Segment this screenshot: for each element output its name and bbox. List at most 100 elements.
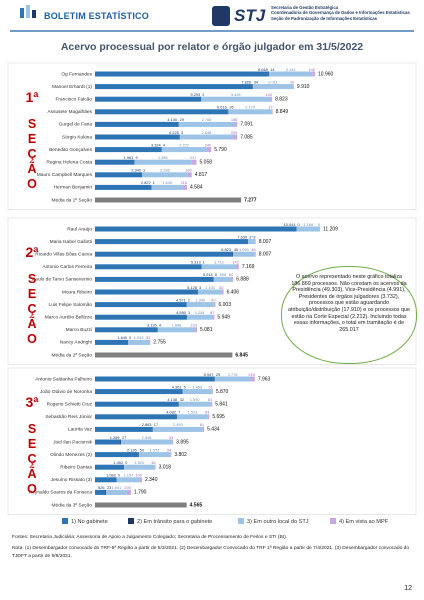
bar-segment — [207, 414, 210, 420]
value-label: 237 — [190, 155, 197, 160]
total-label: 5.434 — [207, 427, 220, 433]
value-label: 526 — [98, 485, 105, 490]
total-label: 9.910 — [297, 84, 310, 90]
total-label: 5.790 — [214, 147, 227, 153]
value-label: 209 — [231, 130, 238, 135]
bar-segment — [95, 84, 253, 90]
value-label: 4 — [163, 142, 166, 147]
category-label: Rogerio Schietti Cruz — [47, 401, 93, 407]
total-label: 3.802 — [174, 452, 187, 458]
value-label: 7.630 — [237, 234, 248, 239]
chart-title: Acervo processual por relator e órgão ju… — [60, 41, 364, 53]
bar-segment — [211, 389, 213, 395]
value-label: 1.590 — [190, 397, 201, 402]
value-label: 2.766 — [202, 117, 212, 122]
value-label: 2.141 — [286, 67, 296, 72]
value-label: 2.222 — [179, 142, 189, 147]
bar-segment — [134, 159, 192, 165]
legend-label: 3) Em outro local do STJ — [247, 519, 309, 525]
bar-segment — [252, 84, 253, 90]
total-label: 1.790 — [134, 490, 147, 496]
average-value: 6.845 — [235, 352, 248, 358]
value-label: 200 — [124, 485, 131, 490]
value-label: 0 — [298, 222, 301, 227]
section-frame — [7, 217, 417, 365]
total-label: 8.007 — [259, 252, 272, 258]
value-label: 1.093 — [239, 247, 249, 252]
average-label: Média da 1ª Seção — [52, 197, 93, 203]
logo-icon — [212, 6, 230, 26]
value-label: 240 — [205, 142, 212, 147]
value-label: 1.053 — [134, 335, 144, 340]
bar-segment — [210, 401, 213, 407]
value-label: 1.520 — [135, 460, 146, 465]
value-label: 3 — [181, 130, 183, 135]
bar-segment — [138, 452, 171, 458]
bar-segment — [95, 464, 125, 470]
total-label: 3.895 — [176, 439, 189, 445]
average-value: 7.277 — [244, 197, 257, 203]
value-label: 1.340 — [195, 297, 206, 302]
value-label: 1.281 — [195, 310, 205, 315]
brand-icon — [26, 5, 30, 18]
bar-segment — [121, 439, 173, 445]
bar-segment — [95, 477, 117, 483]
value-label: 1.649 — [117, 335, 127, 340]
section-heading: 1ª — [25, 89, 39, 105]
total-label: 3.018 — [159, 465, 172, 471]
bar-segment — [154, 464, 156, 470]
value-label: 8.665 — [258, 67, 268, 72]
category-label: Luis Felipe Salomão — [49, 302, 93, 308]
legend-label: 2) Em trânsito para o gabinete — [137, 519, 212, 525]
category-label: Mauro Campbell Marques — [37, 172, 93, 178]
bar-segment — [126, 489, 131, 495]
bar-segment — [95, 426, 153, 432]
value-label: 216 — [181, 180, 188, 185]
section-heading: 2ª — [25, 244, 39, 260]
bar-segment — [95, 159, 135, 165]
bar-segment — [234, 121, 238, 127]
bar-segment — [232, 251, 255, 257]
value-label: 1.193 — [205, 285, 215, 290]
total-label: 2.755 — [153, 340, 166, 346]
bar-segment — [95, 339, 129, 345]
value-label: 1.452 — [113, 460, 123, 465]
value-label: 4.138 — [167, 397, 177, 402]
notes: Nota: (1) Desembargador convocado do TRF… — [12, 546, 410, 559]
category-label: Antonio Saldanha Palheiro — [35, 376, 92, 382]
average-label: Média da 2ª Seção — [52, 352, 93, 358]
value-label: 1.961 — [124, 155, 134, 160]
bar-segment — [271, 109, 273, 115]
value-label: 100 — [135, 473, 142, 478]
average-bar — [95, 352, 233, 358]
bar-segment — [212, 314, 215, 320]
value-label: 4.082 — [166, 410, 176, 415]
total-label: 6.888 — [236, 277, 249, 283]
value-label: 14 — [270, 67, 275, 72]
value-label: 34 — [254, 79, 259, 84]
bar-segment — [151, 184, 183, 190]
bar-segment — [178, 401, 211, 407]
bar-segment — [186, 302, 214, 308]
value-label: 4.580 — [176, 310, 187, 315]
bar-segment — [178, 121, 235, 127]
bar-segment — [187, 172, 192, 178]
value-label: 61 — [200, 422, 204, 427]
bar-segment — [95, 414, 177, 420]
bar-segment — [186, 314, 213, 320]
value-label: 5.313 — [191, 260, 201, 265]
bar-segment — [95, 439, 121, 445]
value-label: 46 — [151, 460, 155, 465]
value-label: 50 — [140, 447, 145, 452]
value-label: 1.523 — [187, 410, 197, 415]
bar-segment — [179, 134, 234, 140]
bar-segment — [177, 414, 208, 420]
category-label: Herman Benjamin — [54, 185, 93, 191]
total-label: 7.091 — [240, 122, 253, 128]
legend-swatch — [128, 518, 134, 524]
value-label: 5 — [184, 384, 186, 389]
bar-segment — [157, 327, 195, 333]
bar-segment — [95, 489, 106, 495]
